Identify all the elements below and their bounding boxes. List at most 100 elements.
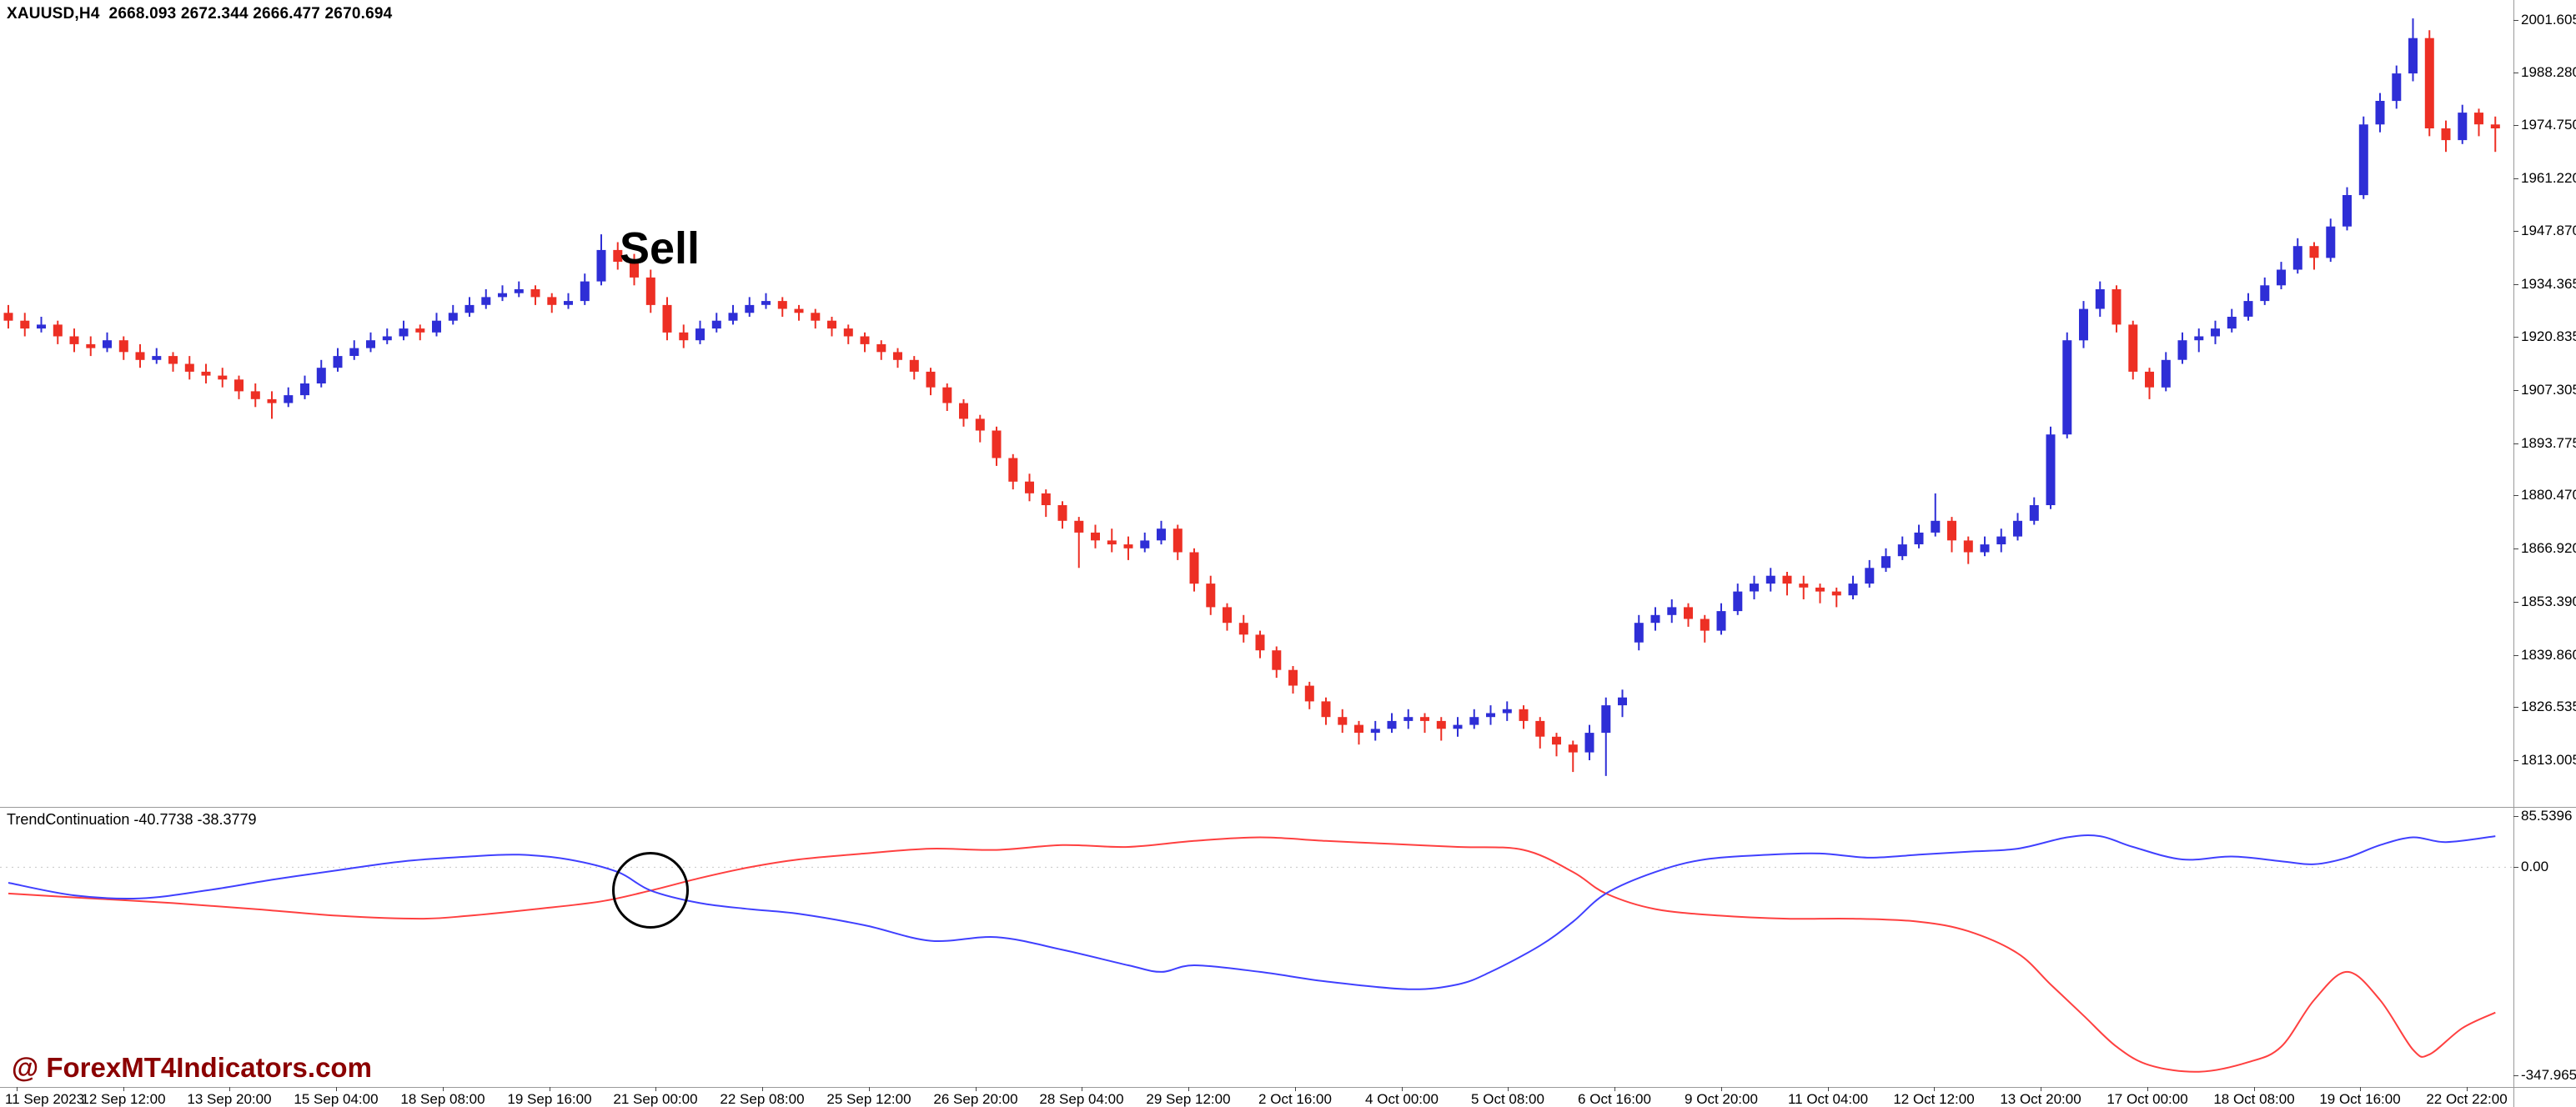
candle-body (1568, 744, 1578, 753)
time-axis-tick (443, 1087, 444, 1091)
candle-body (1403, 717, 1414, 721)
candle-body (1931, 520, 1941, 533)
time-axis-label: 18 Sep 08:00 (400, 1091, 485, 1107)
candle-body (1304, 685, 1314, 702)
chart-info-bar: XAUUSD,H4 2668.093 2672.344 2666.477 267… (7, 5, 393, 23)
candle-body (2260, 285, 2270, 302)
candle-body (135, 352, 145, 360)
candle-body (498, 293, 507, 298)
pane-splitter[interactable] (0, 807, 2576, 808)
candle-body (1255, 634, 1265, 651)
candle-body (1173, 528, 1183, 553)
time-axis-tick (123, 1087, 124, 1091)
candle-body (415, 328, 425, 333)
time-axis-tick (17, 1087, 18, 1091)
candle-body (1584, 733, 1594, 753)
candle-body (613, 249, 623, 262)
candle-body (3, 313, 13, 321)
candle-body (547, 297, 557, 305)
time-axis-tick (1402, 1087, 1403, 1091)
candle-body (382, 336, 392, 341)
candle-body (564, 301, 573, 305)
candle-body (2194, 336, 2204, 341)
candle-body (2490, 124, 2500, 128)
candle-body (37, 324, 46, 329)
candle-body (745, 304, 755, 313)
candle-body (284, 395, 294, 403)
time-axis-label: 11 Oct 04:00 (1787, 1091, 1869, 1107)
time-axis-label: 22 Oct 22:00 (2426, 1091, 2508, 1107)
candle-body (942, 387, 952, 403)
candle-body (1140, 540, 1150, 548)
price-axis-label: 2001.605 (2521, 12, 2576, 28)
price-axis-tick (2513, 178, 2518, 179)
candle-body (152, 356, 162, 360)
time-axis-tick (1188, 1087, 1189, 1091)
candle-body (959, 403, 968, 419)
candle-body (2095, 289, 2105, 309)
time-axis-label: 4 Oct 00:00 (1365, 1091, 1439, 1107)
price-axis-label: 1826.535 (2521, 699, 2576, 714)
indicator-pane[interactable] (0, 807, 2513, 1087)
candle-body (2277, 269, 2286, 286)
price-axis-tick (2513, 231, 2518, 232)
candle-body (1469, 717, 1479, 725)
candle-body (1189, 552, 1199, 584)
candle-body (218, 375, 228, 380)
time-axis-tick (336, 1087, 337, 1091)
price-axis-label: 1988.280 (2521, 64, 2576, 80)
candle-body (1157, 528, 1166, 541)
price-axis-label: 1839.860 (2521, 647, 2576, 663)
price-axis-label: 1961.220 (2521, 170, 2576, 186)
candle-body (481, 297, 491, 305)
candle-body (876, 343, 886, 353)
candle-body (2408, 38, 2418, 74)
candle-body (530, 289, 540, 298)
price-axis-label: 1813.005 (2521, 752, 2576, 768)
candle-body (1057, 505, 1067, 521)
candle-body (992, 430, 1002, 458)
candle-body (1947, 520, 1956, 541)
candle-body (2145, 371, 2154, 388)
candle-body (234, 379, 244, 392)
candle-body (1848, 584, 1858, 596)
candle-body (2079, 308, 2088, 341)
indicator-axis-label: 0.00 (2521, 859, 2549, 874)
candle-body (1370, 729, 1380, 734)
candle-body (1123, 544, 1133, 548)
time-axis-label: 2 Oct 16:00 (1258, 1091, 1332, 1107)
price-axis-label: 1880.470 (2521, 487, 2576, 503)
time-axis-label: 19 Sep 16:00 (507, 1091, 592, 1107)
indicator-label: TrendContinuation -40.7738 -38.3779 (7, 811, 257, 828)
candle-body (1453, 724, 1463, 729)
price-axis-tick (2513, 602, 2518, 603)
candle-body (267, 398, 277, 403)
candle-body (811, 313, 821, 321)
time-axis-tick (869, 1087, 870, 1091)
candle-body (1618, 697, 1627, 706)
price-axis-label: 1907.305 (2521, 382, 2576, 398)
time-axis-tick (2360, 1087, 2361, 1091)
candle-body (909, 359, 919, 372)
price-axis-label: 1920.835 (2521, 328, 2576, 344)
time-axis-label: 9 Oct 20:00 (1685, 1091, 1758, 1107)
price-chart-pane[interactable] (0, 0, 2513, 807)
red-line (8, 836, 2496, 1073)
candle-body (2161, 359, 2171, 388)
candle-body (1387, 720, 1397, 729)
candle-body (2029, 505, 2039, 521)
candle-body (2227, 317, 2237, 329)
candle-body (2177, 340, 2187, 360)
price-axis-tick (2513, 337, 2518, 338)
time-axis-label: 11 Sep 2023 (5, 1091, 85, 1107)
candle-body (1486, 713, 1495, 718)
candle-body (1782, 575, 1792, 584)
candle-body (1865, 568, 1875, 584)
candle-body (20, 320, 30, 329)
candle-body (1650, 614, 1660, 624)
candle-body (1354, 724, 1363, 733)
candle-body (2375, 101, 2385, 125)
candle-body (514, 289, 524, 293)
candle-body (860, 336, 870, 344)
candle-body (1601, 705, 1611, 734)
